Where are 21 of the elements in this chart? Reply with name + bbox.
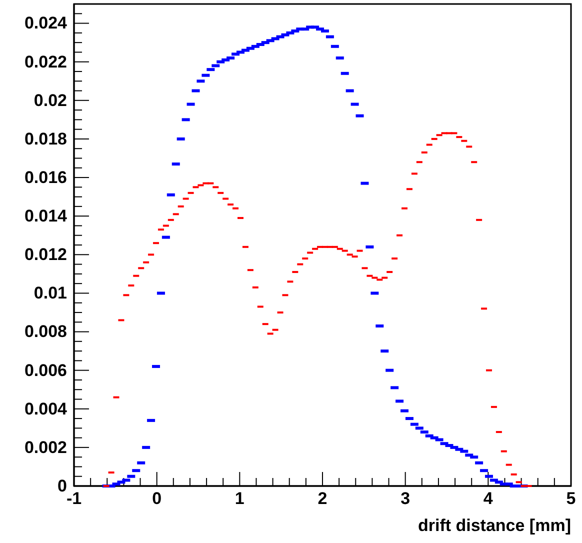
y-tick-label: 0.008 — [24, 322, 67, 342]
y-tick-label: 0.016 — [24, 168, 67, 187]
x-tick-label: 4 — [483, 489, 494, 508]
x-axis-title: drift distance [mm] — [418, 516, 571, 535]
y-tick-label: 0.006 — [24, 360, 67, 380]
x-tick-label: 1 — [234, 489, 244, 508]
y-tick-label: 0.012 — [24, 245, 67, 264]
y-tick-label: 0.024 — [24, 14, 68, 33]
y-tick-label: 0.02 — [34, 90, 67, 110]
x-tick-label: -1 — [66, 489, 82, 508]
x-tick-label: 3 — [400, 489, 410, 508]
y-tick-label: 0.01 — [34, 284, 67, 303]
x-tick-label: 2 — [318, 489, 328, 508]
y-tick-label: 0 — [58, 476, 67, 496]
y-tick-label: 0.002 — [24, 438, 67, 457]
y-tick-label: 0.014 — [24, 206, 68, 226]
y-tick-label: 0.018 — [24, 129, 67, 148]
x-tick-label: 5 — [566, 489, 576, 508]
y-tick-label: 0.022 — [24, 52, 67, 72]
x-tick-label: 0 — [152, 489, 162, 508]
y-tick-label: 0.004 — [24, 399, 68, 418]
